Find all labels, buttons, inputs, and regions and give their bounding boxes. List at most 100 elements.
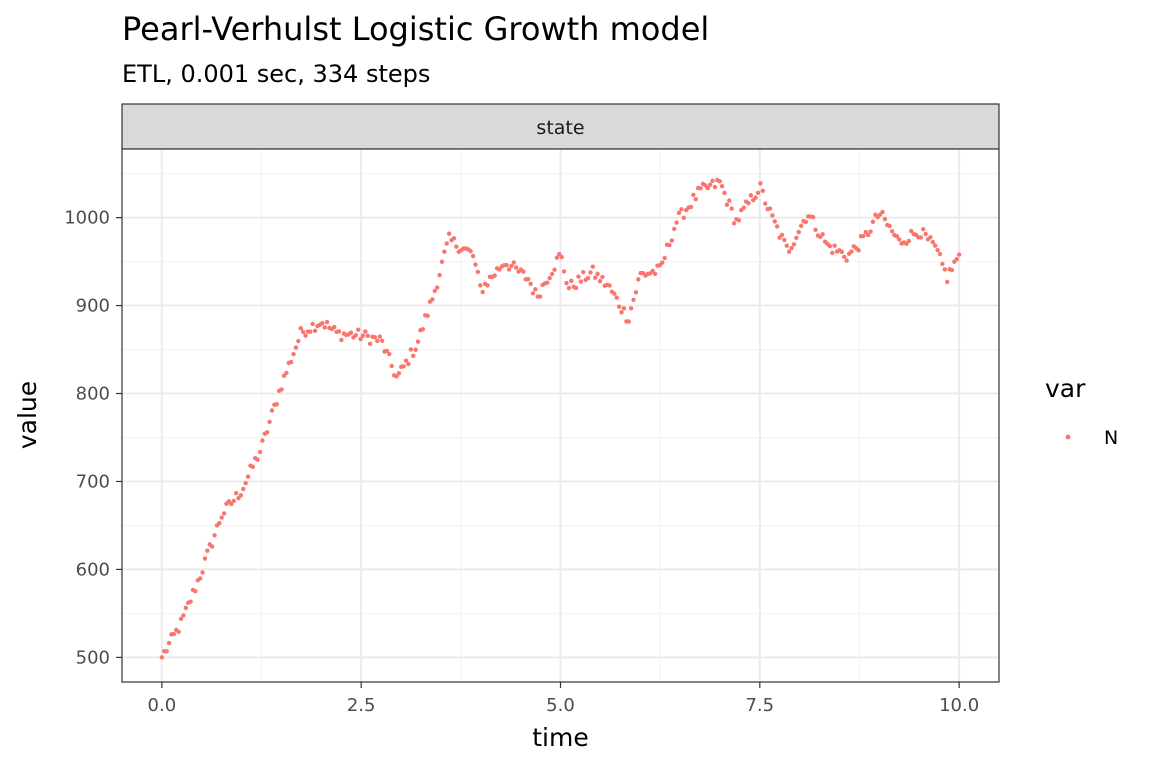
data-point (849, 249, 854, 254)
data-point (406, 361, 411, 367)
data-point (954, 256, 959, 262)
data-point (434, 285, 440, 290)
data-point (442, 249, 447, 254)
data-point (298, 326, 303, 331)
data-point (221, 511, 227, 516)
data-point (621, 306, 627, 311)
data-point (803, 219, 809, 225)
data-point (724, 202, 730, 207)
data-point (774, 224, 780, 229)
legend-key-n (1065, 434, 1071, 440)
data-point (770, 213, 775, 218)
x-tick-label: 10.0 (939, 695, 979, 716)
data-point (650, 268, 655, 274)
data-point (564, 280, 569, 286)
data-point (296, 338, 301, 344)
data-point (798, 223, 804, 229)
data-point (894, 233, 900, 239)
data-point (595, 271, 600, 277)
data-point (789, 245, 794, 251)
data-point (288, 359, 294, 365)
legend-label-n: N (1104, 427, 1118, 449)
data-point (593, 275, 598, 280)
data-point (554, 255, 560, 260)
data-point (233, 490, 239, 496)
data-point (444, 241, 449, 246)
data-point (367, 341, 373, 347)
data-point (389, 363, 394, 369)
data-point (267, 419, 272, 425)
data-point (396, 371, 402, 376)
data-point (662, 255, 667, 261)
data-point (209, 544, 215, 549)
data-point (183, 605, 189, 611)
data-point (863, 229, 868, 235)
data-point (480, 289, 485, 295)
data-point (284, 370, 289, 376)
data-point (504, 262, 509, 268)
data-point (889, 229, 895, 234)
data-point (408, 347, 414, 352)
data-point (633, 290, 639, 295)
data-point (528, 281, 533, 286)
data-point (631, 297, 636, 303)
data-point (921, 227, 926, 232)
data-point (712, 184, 718, 190)
data-point (257, 449, 263, 455)
data-point (597, 279, 603, 284)
data-point (576, 274, 581, 279)
data-point (880, 209, 885, 215)
data-point (600, 274, 605, 280)
data-point (672, 226, 677, 232)
data-point (360, 333, 366, 338)
data-point (425, 313, 430, 319)
y-tick-label: 900 (76, 296, 110, 317)
data-point (372, 335, 378, 340)
data-point (581, 270, 586, 275)
data-point (559, 254, 564, 260)
data-point (348, 330, 354, 335)
data-point (358, 336, 363, 342)
data-point (727, 198, 732, 203)
data-point (566, 285, 572, 291)
data-point (403, 358, 409, 363)
data-point (868, 229, 873, 234)
data-point (705, 186, 710, 191)
data-point (353, 333, 358, 338)
facet-strip-background (121, 103, 1000, 150)
data-point (549, 271, 555, 277)
data-point (537, 294, 543, 299)
data-point (693, 197, 698, 202)
data-point (521, 269, 526, 274)
data-point (760, 188, 766, 194)
data-point (949, 267, 955, 273)
data-point (430, 297, 435, 302)
data-point (736, 218, 742, 223)
x-axis-title: time (532, 723, 588, 752)
data-point (202, 556, 208, 561)
data-point (446, 231, 452, 236)
data-point (375, 338, 380, 344)
data-point (509, 263, 514, 269)
data-point (906, 238, 912, 244)
data-point (753, 195, 758, 200)
data-point (710, 178, 715, 184)
data-point (451, 236, 457, 241)
data-point (413, 347, 418, 352)
data-point (918, 235, 924, 240)
y-axis-title: value (13, 381, 42, 449)
data-point (193, 589, 198, 594)
data-point (722, 190, 727, 196)
data-point (882, 216, 888, 222)
data-point (865, 232, 871, 238)
data-point (475, 269, 481, 275)
data-point (607, 283, 612, 288)
data-point (514, 265, 519, 270)
data-point (578, 279, 584, 284)
data-point (691, 192, 696, 198)
x-axis: 0.0 2.5 5.0 7.5 10.0 (148, 682, 979, 716)
data-point (200, 570, 205, 575)
data-point (590, 264, 596, 269)
data-point (485, 283, 490, 288)
